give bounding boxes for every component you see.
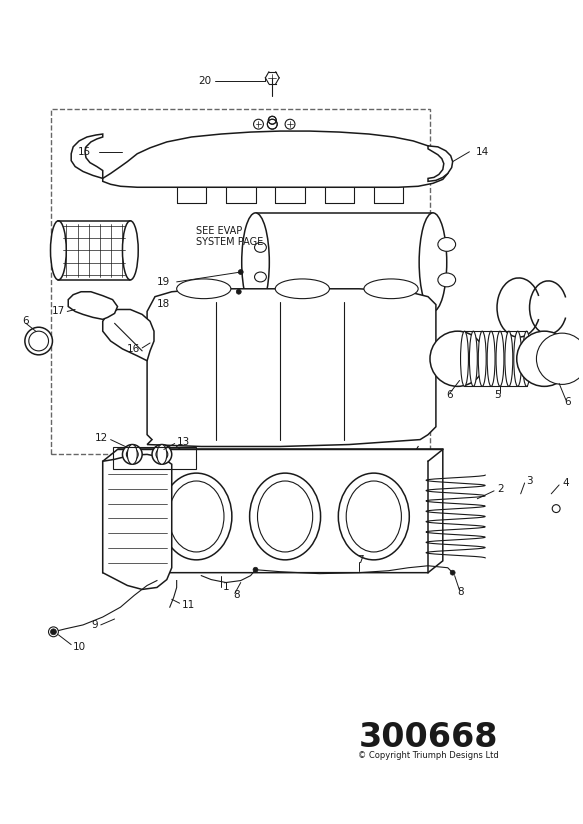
Polygon shape — [103, 449, 443, 573]
Ellipse shape — [255, 272, 266, 282]
Ellipse shape — [522, 331, 531, 386]
Ellipse shape — [275, 279, 329, 298]
Text: 8: 8 — [458, 588, 464, 597]
Circle shape — [48, 627, 58, 637]
Polygon shape — [68, 292, 118, 320]
Circle shape — [29, 331, 48, 351]
Text: SYSTEM PAGE: SYSTEM PAGE — [196, 237, 264, 247]
Ellipse shape — [505, 331, 513, 386]
Polygon shape — [103, 310, 154, 361]
Circle shape — [152, 444, 172, 464]
Ellipse shape — [469, 331, 477, 386]
Text: 2: 2 — [497, 484, 504, 494]
Text: 6: 6 — [446, 391, 452, 400]
Ellipse shape — [157, 444, 167, 464]
Ellipse shape — [496, 331, 504, 386]
Text: 18: 18 — [156, 298, 170, 308]
Ellipse shape — [242, 213, 269, 311]
Polygon shape — [428, 146, 452, 181]
Ellipse shape — [169, 481, 224, 552]
Circle shape — [517, 331, 572, 386]
Ellipse shape — [161, 473, 232, 559]
Ellipse shape — [255, 242, 266, 252]
Ellipse shape — [177, 279, 231, 298]
Ellipse shape — [122, 221, 138, 280]
Circle shape — [122, 444, 142, 464]
Bar — [113, 447, 196, 469]
Polygon shape — [147, 288, 436, 447]
Ellipse shape — [258, 481, 312, 552]
Text: 9: 9 — [91, 620, 98, 630]
Text: © Copyright Triumph Designs Ltd: © Copyright Triumph Designs Ltd — [357, 751, 498, 760]
Ellipse shape — [514, 331, 522, 386]
Ellipse shape — [438, 273, 456, 287]
Circle shape — [238, 269, 243, 274]
Ellipse shape — [364, 279, 418, 298]
Ellipse shape — [338, 473, 409, 559]
Text: 5: 5 — [494, 391, 501, 400]
Text: 3: 3 — [526, 476, 533, 486]
Text: 10: 10 — [73, 642, 86, 652]
Text: 7: 7 — [357, 555, 364, 565]
Text: 11: 11 — [181, 600, 195, 611]
Text: 6: 6 — [564, 397, 571, 407]
Circle shape — [25, 327, 52, 355]
Text: 19: 19 — [156, 277, 170, 287]
Ellipse shape — [487, 331, 495, 386]
Circle shape — [450, 570, 455, 575]
Circle shape — [430, 331, 485, 386]
Ellipse shape — [438, 237, 456, 251]
Circle shape — [236, 289, 241, 294]
Polygon shape — [103, 454, 172, 589]
Text: 8: 8 — [233, 590, 240, 601]
Text: 12: 12 — [94, 433, 108, 442]
Circle shape — [253, 567, 258, 572]
Circle shape — [536, 333, 583, 385]
Circle shape — [156, 448, 168, 461]
Polygon shape — [103, 131, 449, 187]
Text: 16: 16 — [127, 344, 140, 354]
Text: SEE EVAP: SEE EVAP — [196, 226, 243, 236]
Ellipse shape — [461, 331, 468, 386]
Ellipse shape — [51, 221, 66, 280]
Text: 13: 13 — [177, 437, 190, 447]
Text: 15: 15 — [78, 147, 91, 157]
Text: 17: 17 — [52, 307, 65, 316]
Polygon shape — [71, 134, 103, 178]
Ellipse shape — [346, 481, 402, 552]
Circle shape — [127, 448, 138, 461]
Ellipse shape — [419, 213, 447, 311]
Circle shape — [51, 629, 57, 634]
Text: 14: 14 — [475, 147, 489, 157]
Ellipse shape — [478, 331, 486, 386]
Ellipse shape — [250, 473, 321, 559]
Circle shape — [552, 504, 560, 513]
Text: 4: 4 — [562, 478, 568, 488]
Text: 300668: 300668 — [359, 721, 498, 754]
Ellipse shape — [127, 444, 137, 464]
Bar — [51, 110, 430, 454]
Text: 20: 20 — [198, 76, 212, 86]
Text: 1: 1 — [223, 583, 230, 592]
Text: 6: 6 — [22, 316, 29, 326]
